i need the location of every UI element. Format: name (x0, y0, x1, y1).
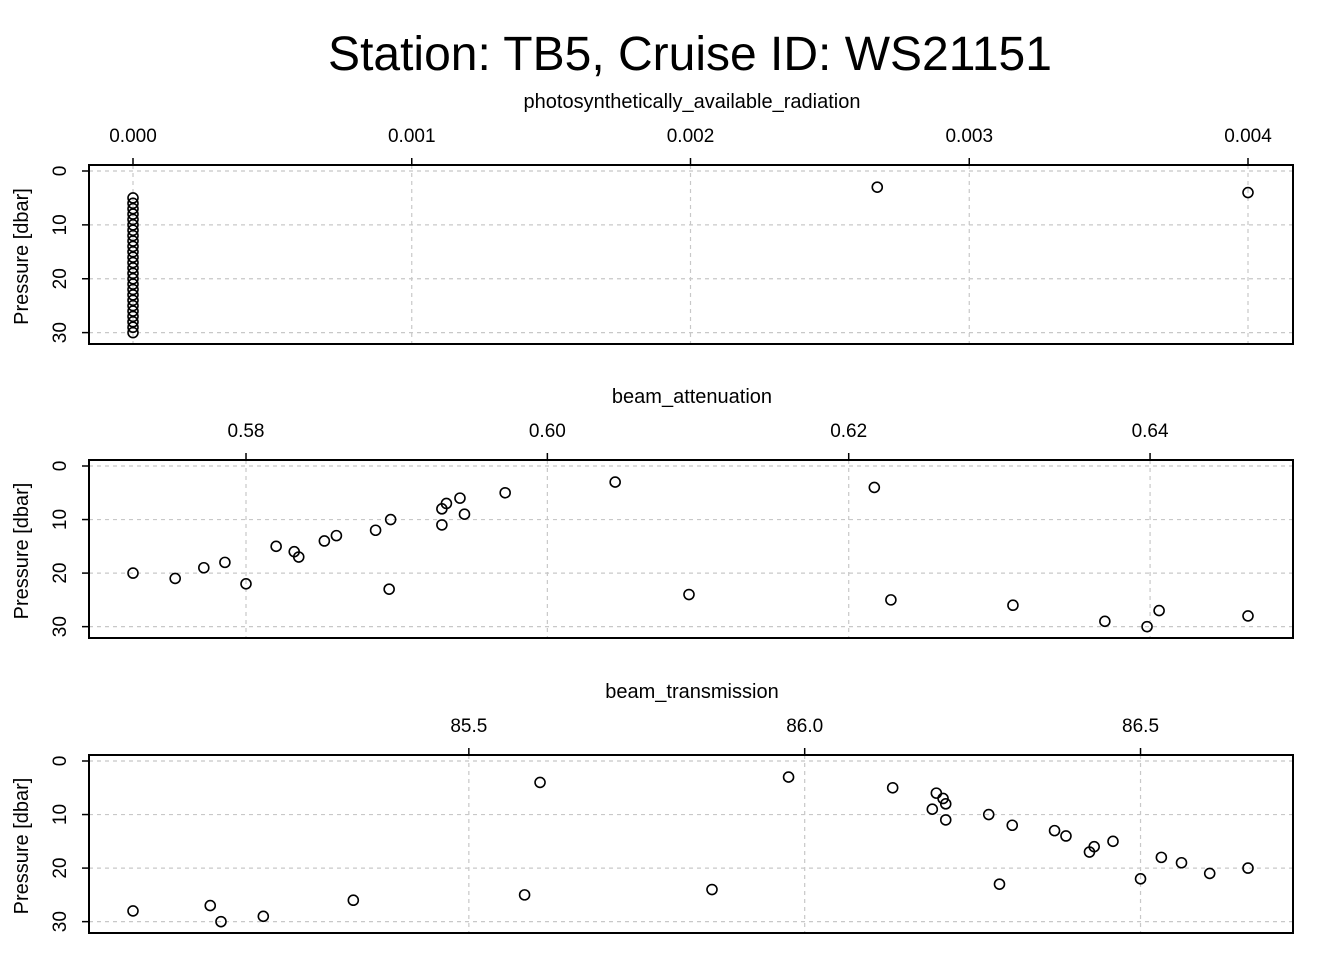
x-tick-label: 0.64 (1132, 421, 1169, 442)
data-point (198, 561, 210, 574)
x-tick-label: 0.002 (667, 126, 715, 147)
data-point (219, 556, 231, 569)
data-point (454, 492, 466, 504)
panel-par: photosynthetically_available_radiation P… (11, 91, 1294, 345)
y-tick-label: 30 (50, 911, 71, 932)
y-tick-label: 10 (50, 214, 71, 235)
x-axis-label: photosynthetically_available_radiation (524, 91, 861, 113)
data-point (993, 878, 1006, 890)
y-axis-label: Pressure [dbar] (11, 188, 33, 325)
y-tick-label: 10 (50, 804, 71, 825)
data-point (926, 803, 939, 815)
data-point (518, 889, 531, 901)
y-tick-label: 30 (50, 616, 71, 637)
data-point (384, 513, 397, 526)
data-point (782, 771, 795, 783)
data-point (1242, 862, 1254, 874)
data-point (1083, 846, 1096, 858)
y-tick-label: 0 (50, 461, 71, 472)
x-tick-label: 85.5 (450, 716, 487, 737)
data-point (369, 524, 382, 537)
data-point (458, 508, 471, 520)
y-tick-label: 20 (50, 268, 71, 289)
data-point (204, 899, 217, 912)
x-tick-label: 86.0 (786, 716, 823, 737)
data-point (1242, 610, 1254, 622)
x-tick-label: 0.58 (228, 421, 265, 442)
data-point (1155, 851, 1168, 864)
data-point (982, 808, 995, 821)
data-point (1107, 835, 1119, 848)
data-point (1141, 620, 1153, 633)
data-point (127, 321, 139, 334)
data-point (127, 567, 139, 579)
data-point (706, 883, 718, 896)
data-point (383, 583, 395, 595)
data-point (1242, 186, 1254, 199)
data-point (347, 894, 360, 907)
data-point (436, 519, 448, 531)
data-point (270, 540, 282, 553)
data-point (127, 905, 139, 917)
data-point (1203, 867, 1216, 880)
data-point (292, 551, 305, 563)
data-point (939, 798, 952, 810)
x-axis-label: beam_attenuation (612, 386, 772, 408)
y-tick-label: 0 (50, 166, 71, 177)
data-point (868, 481, 881, 494)
data-point (1048, 824, 1061, 837)
figure-title: Station: TB5, Cruise ID: WS21151 (328, 28, 1052, 81)
data-point (609, 476, 621, 488)
x-tick-label: 0.000 (109, 126, 157, 147)
data-point (240, 578, 252, 590)
data-point (1175, 856, 1188, 869)
data-point (499, 486, 511, 499)
data-point (871, 181, 884, 193)
x-tick-label: 0.004 (1224, 126, 1272, 147)
y-tick-label: 20 (50, 563, 71, 584)
y-axis-label: Pressure [dbar] (11, 778, 33, 915)
data-point (318, 535, 331, 547)
data-point (886, 781, 899, 794)
data-point (1006, 819, 1019, 832)
data-point (930, 787, 943, 799)
y-axis-label: Pressure [dbar] (11, 483, 33, 620)
data-point (1060, 830, 1072, 842)
y-tick-label: 10 (50, 509, 71, 530)
data-point (1099, 615, 1111, 628)
data-point (1153, 604, 1165, 617)
data-point (937, 792, 949, 805)
data-point (215, 915, 227, 928)
plot-frame (88, 459, 1294, 639)
data-point (169, 572, 181, 585)
x-axis-label: beam_transmission (605, 681, 778, 703)
x-tick-label: 0.62 (830, 421, 867, 442)
data-point (330, 529, 343, 542)
x-tick-label: 0.001 (388, 126, 436, 147)
y-tick-label: 0 (50, 756, 71, 767)
data-point (885, 594, 897, 606)
data-point (939, 814, 952, 826)
data-point (436, 503, 448, 515)
x-tick-label: 86.5 (1122, 716, 1159, 737)
data-point (257, 910, 270, 923)
x-tick-label: 0.003 (945, 126, 993, 147)
panel-beam-attenuation: beam_attenuation Pressure [dbar] 0.58 0.6… (11, 386, 1294, 639)
plot-frame (88, 754, 1294, 934)
data-point (534, 776, 546, 789)
data-point (1134, 873, 1147, 885)
data-point (127, 326, 139, 339)
data-point (1007, 599, 1019, 612)
y-tick-label: 20 (50, 858, 71, 879)
data-point (683, 588, 695, 601)
x-tick-label: 0.60 (529, 421, 566, 442)
y-tick-label: 30 (50, 322, 71, 343)
panel-beam-transmission: beam_transmission Pressure [dbar] 85.5 86… (11, 681, 1294, 934)
